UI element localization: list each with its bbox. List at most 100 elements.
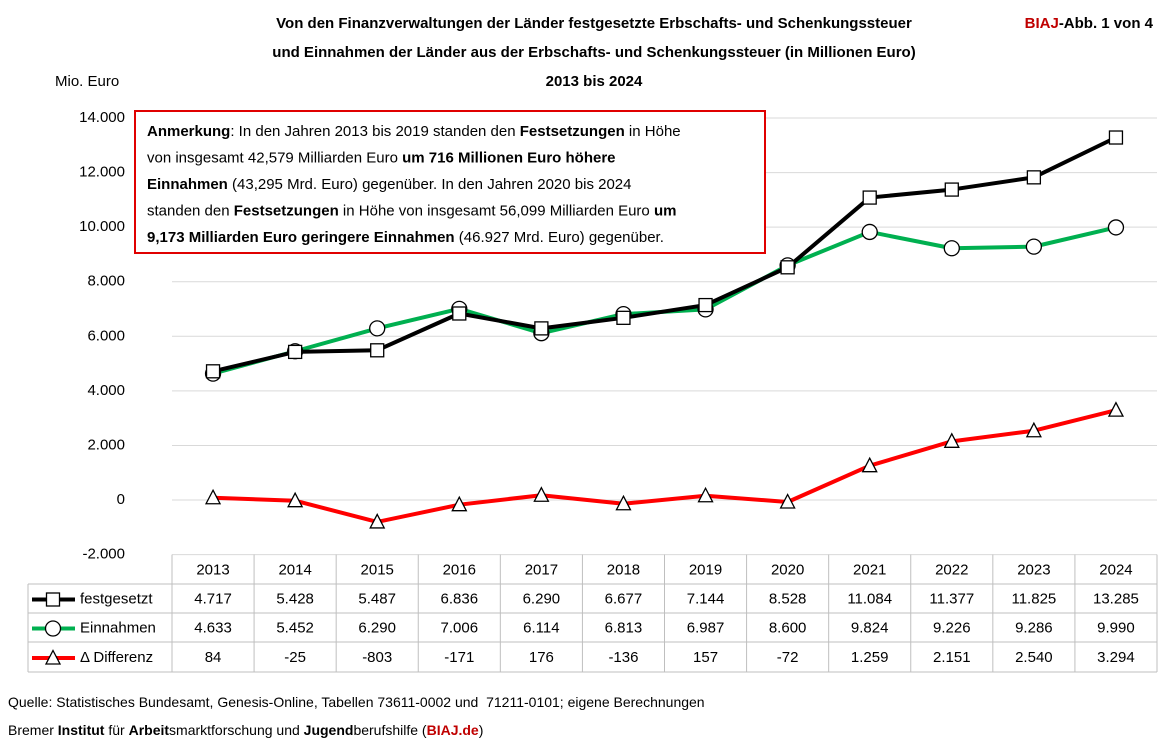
marker [780, 260, 795, 275]
annotation-text-part: Einnahmen [147, 176, 228, 193]
table-value: 8.528 [769, 590, 807, 607]
source-text: Bremer Institut für Arbeitsmarktforschun… [8, 722, 483, 738]
y-tick-label: -2.000 [82, 546, 125, 563]
annotation-text-part: um [654, 202, 677, 219]
annotation-text: Anmerkung: In den Jahren 2013 bis 2019 s… [147, 123, 681, 140]
annotation-text-part: (43,295 Mrd. Euro) gegenüber. In den Jah… [228, 176, 632, 193]
y-tick-label: 0 [117, 491, 125, 508]
chart-title: und Einnahmen der Länder aus der Erbscha… [272, 44, 915, 61]
x-tick-label: 2016 [443, 561, 476, 578]
marker [862, 190, 877, 205]
marker [204, 488, 222, 505]
table-value: 6.114 [523, 619, 559, 636]
annotation-box [134, 110, 766, 254]
x-tick-label: 2019 [689, 561, 722, 578]
marker [451, 495, 468, 512]
source-text-part: BIAJ.de [427, 722, 479, 738]
source-text-part: smarktforschung und [169, 722, 304, 738]
table-value: -803 [362, 649, 392, 666]
legend-label: festgesetzt [80, 590, 153, 607]
legend-marker [44, 620, 62, 637]
annotation-text-part: (46.927 Mrd. Euro) gegenüber. [455, 229, 664, 246]
marker [1108, 130, 1124, 145]
table-value: 9.226 [933, 619, 971, 636]
marker [287, 491, 304, 508]
annotation-text-part: : In den Jahren 2013 bis 2019 standen de… [230, 123, 519, 140]
table-value: 5.428 [276, 590, 314, 607]
table-value: 4.633 [194, 619, 232, 636]
table-value: 6.813 [605, 619, 643, 636]
table-value: 157 [693, 649, 718, 666]
table-value: 11.084 [847, 590, 892, 607]
source-text-part: Arbeit [129, 722, 170, 738]
table-value: 6.987 [687, 619, 725, 636]
annotation-text: standen den Festsetzungen in Höhe von in… [147, 202, 676, 219]
marker [452, 306, 467, 321]
source-text-part: Institut [58, 722, 105, 738]
marker [944, 182, 959, 197]
table-value: 4.717 [194, 590, 232, 607]
x-tick-label: 2021 [853, 561, 886, 578]
y-tick-label: 14.000 [79, 109, 125, 126]
table-value: 5.452 [276, 619, 314, 636]
chart-title: 2013 bis 2024 [546, 73, 643, 90]
source-text-part: ) [479, 722, 484, 738]
legend-marker [45, 592, 61, 607]
table-value: 6.290 [358, 619, 396, 636]
annotation-text-part: 9,173 Milliarden Euro geringere Einnahme… [147, 229, 455, 246]
annotation-text-part: in Höhe [625, 123, 681, 140]
marker [943, 432, 960, 448]
table-value: 6.836 [441, 590, 479, 607]
y-tick-label: 6.000 [87, 327, 125, 344]
x-tick-label: 2020 [771, 561, 804, 578]
badge: BIAJ-Abb. 1 von 4 [1025, 15, 1154, 32]
table-value: 5.487 [358, 590, 396, 607]
marker [369, 513, 386, 529]
y-tick-label: 8.000 [87, 273, 125, 290]
y-tick-label: 10.000 [79, 218, 125, 235]
table-value: 9.824 [851, 619, 889, 636]
x-tick-label: 2017 [525, 561, 558, 578]
legend-label: Δ Differenz [80, 649, 153, 666]
y-tick-label: 4.000 [87, 382, 125, 399]
x-tick-label: 2018 [607, 561, 640, 578]
table-value: 2.151 [933, 649, 971, 666]
annotation-text-part: um 716 Millionen Euro höhere [402, 149, 615, 166]
table-value: 7.006 [441, 619, 479, 636]
x-tick-label: 2015 [361, 561, 394, 578]
x-tick-label: 2024 [1099, 561, 1132, 578]
annotation-text: Einnahmen (43,295 Mrd. Euro) gegenüber. … [147, 176, 631, 193]
annotation-text-part: standen den [147, 202, 234, 219]
annotation-text-part: von insgesamt 42,579 Milliarden Euro [147, 149, 402, 166]
annotation-text-part: in Höhe von insgesamt 56,099 Milliarden … [339, 202, 654, 219]
marker [616, 310, 631, 325]
annotation-text-part: Festsetzungen [234, 202, 339, 219]
marker [1025, 238, 1043, 255]
table-value: -72 [777, 649, 799, 666]
y-tick-label: 12.000 [79, 164, 125, 181]
y-tick-label: 2.000 [87, 436, 125, 453]
marker [369, 320, 386, 337]
source-text-part: für [104, 722, 128, 738]
table-value: 7.144 [687, 590, 725, 607]
marker [615, 494, 632, 511]
table-value: 13.285 [1093, 590, 1139, 607]
legend-label: Einnahmen [80, 619, 156, 636]
marker [205, 364, 221, 379]
marker [1025, 421, 1042, 438]
marker [287, 344, 303, 360]
table-value: 11.377 [929, 590, 974, 607]
marker [370, 343, 385, 358]
table-value: 2.540 [1015, 649, 1053, 666]
table-value: 9.286 [1015, 619, 1053, 636]
table-value: 176 [529, 649, 554, 666]
x-tick-label: 2022 [935, 561, 968, 578]
marker [943, 240, 960, 257]
x-tick-label: 2014 [278, 561, 311, 578]
badge-part: -Abb. 1 von 4 [1059, 15, 1154, 32]
annotation-text-part: Anmerkung [147, 123, 230, 140]
table-value: -136 [608, 649, 638, 666]
marker [1107, 401, 1125, 417]
marker [1107, 219, 1125, 236]
